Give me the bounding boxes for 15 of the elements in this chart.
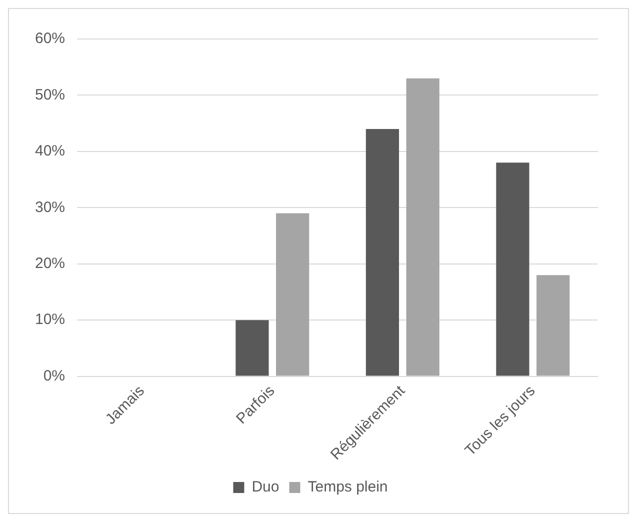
- y-tick-label: 20%: [34, 255, 66, 272]
- y-tick-label: 40%: [34, 142, 66, 160]
- legend-label: Duo: [252, 478, 280, 496]
- bar: [236, 320, 269, 376]
- y-tick-label: 0%: [43, 367, 66, 384]
- y-tick-label: 30%: [34, 198, 66, 216]
- bar: [496, 162, 530, 376]
- legend-label: Temps plein: [308, 478, 388, 496]
- bar: [366, 128, 399, 376]
- y-tick-label: 50%: [34, 86, 66, 104]
- y-tick-label: 10%: [34, 311, 66, 328]
- bar: [276, 213, 310, 376]
- bar: [536, 275, 570, 376]
- y-tick-label: 60%: [34, 30, 66, 48]
- bar: [406, 78, 440, 376]
